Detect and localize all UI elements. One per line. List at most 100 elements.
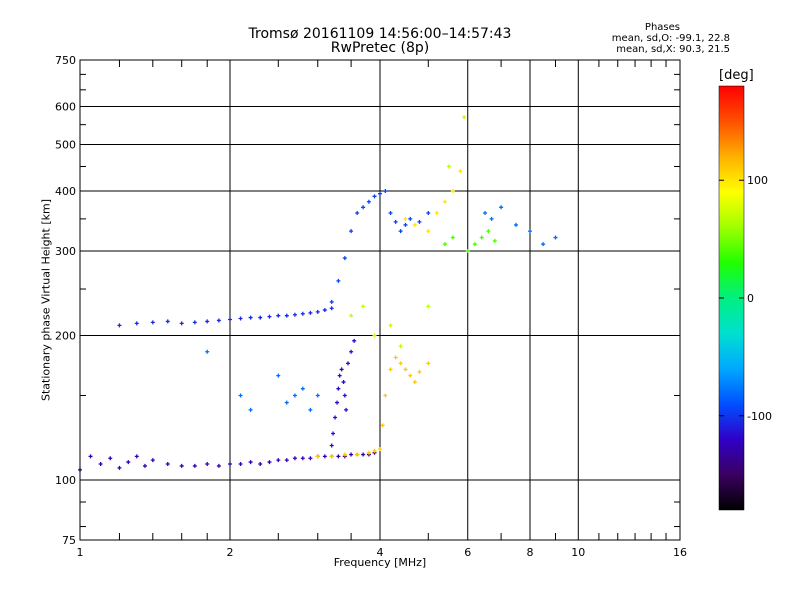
data-point [514,222,519,227]
data-point [434,211,439,216]
data-point [398,344,403,349]
data-point [142,463,147,468]
data-point [329,454,334,459]
phases-x-stats: mean, sd,X: 90.3, 21.5 [616,44,730,55]
data-point [308,456,313,461]
x-tick-label: 10 [571,546,585,559]
data-point [426,304,431,309]
data-point [417,369,422,374]
data-point [336,278,341,283]
data-point [205,319,210,324]
chart-title: Tromsø 20161109 14:56:00–14:57:43 [248,26,512,42]
data-point [403,216,408,221]
data-point [398,361,403,366]
data-point [541,242,546,247]
x-tick-label: 8 [527,546,534,559]
data-point [342,256,347,261]
data-point [337,373,342,378]
data-point [258,315,263,320]
data-point [292,393,297,398]
data-point [205,461,210,466]
data-point [372,333,377,338]
data-point [248,315,253,320]
data-point [329,443,334,448]
colorbar-label: [deg] [719,68,754,83]
data-point [349,313,354,318]
data-point [192,320,197,325]
data-point [465,249,470,254]
data-point [108,456,113,461]
data-points [78,115,558,472]
data-point [284,313,289,318]
data-point [300,311,305,316]
y-tick-label: 600 [55,101,76,114]
data-point [528,229,532,234]
data-point [489,216,494,221]
data-point [117,323,122,328]
data-point [349,452,354,457]
data-point [335,400,340,405]
data-point [336,454,341,459]
y-tick-label: 100 [55,474,76,487]
data-point [284,400,289,405]
data-point [426,229,431,234]
data-point [462,115,467,120]
data-point [315,309,320,314]
data-point [388,211,393,216]
data-point [412,222,417,227]
data-point [267,314,272,319]
data-point [479,235,484,240]
data-point [322,308,327,313]
data-point [499,205,504,210]
data-point [165,461,170,466]
data-point [258,461,263,466]
data-point [403,222,408,227]
data-point [450,235,455,240]
data-point [300,386,305,391]
data-point [126,460,131,465]
x-tick-label: 2 [227,546,234,559]
y-tick-label: 75 [62,534,76,547]
data-point [179,321,184,326]
data-point [88,454,93,459]
data-point [442,199,447,204]
data-point [308,407,313,412]
data-point [361,205,366,210]
data-point [205,349,210,354]
data-point [134,454,139,459]
data-point [238,461,243,466]
data-point [492,238,497,243]
data-point [345,361,350,366]
data-point [216,463,221,468]
data-point [426,361,431,366]
data-point [276,313,281,318]
data-point [352,338,357,343]
data-point [276,458,281,463]
data-point [150,458,155,463]
data-point [333,415,338,420]
data-point [98,461,103,466]
data-point [383,189,388,194]
data-point [336,386,341,391]
data-point [446,164,451,169]
data-point [372,448,377,453]
data-point [403,367,408,372]
data-point [393,219,398,224]
data-point [378,191,382,196]
colorbar-tick-label: 0 [747,292,754,305]
data-point [553,235,558,240]
data-point [117,465,122,470]
colorbar-tick-label: 100 [747,174,768,187]
data-point [383,393,388,398]
data-point [349,349,354,354]
x-tick-label: 16 [673,546,687,559]
data-point [344,407,349,412]
data-point [417,219,422,224]
x-tick-label: 6 [464,546,471,559]
grid [79,59,681,541]
y-tick-label: 200 [55,330,76,343]
y-tick-label: 400 [55,185,76,198]
data-point [426,211,431,216]
data-point [372,194,377,199]
